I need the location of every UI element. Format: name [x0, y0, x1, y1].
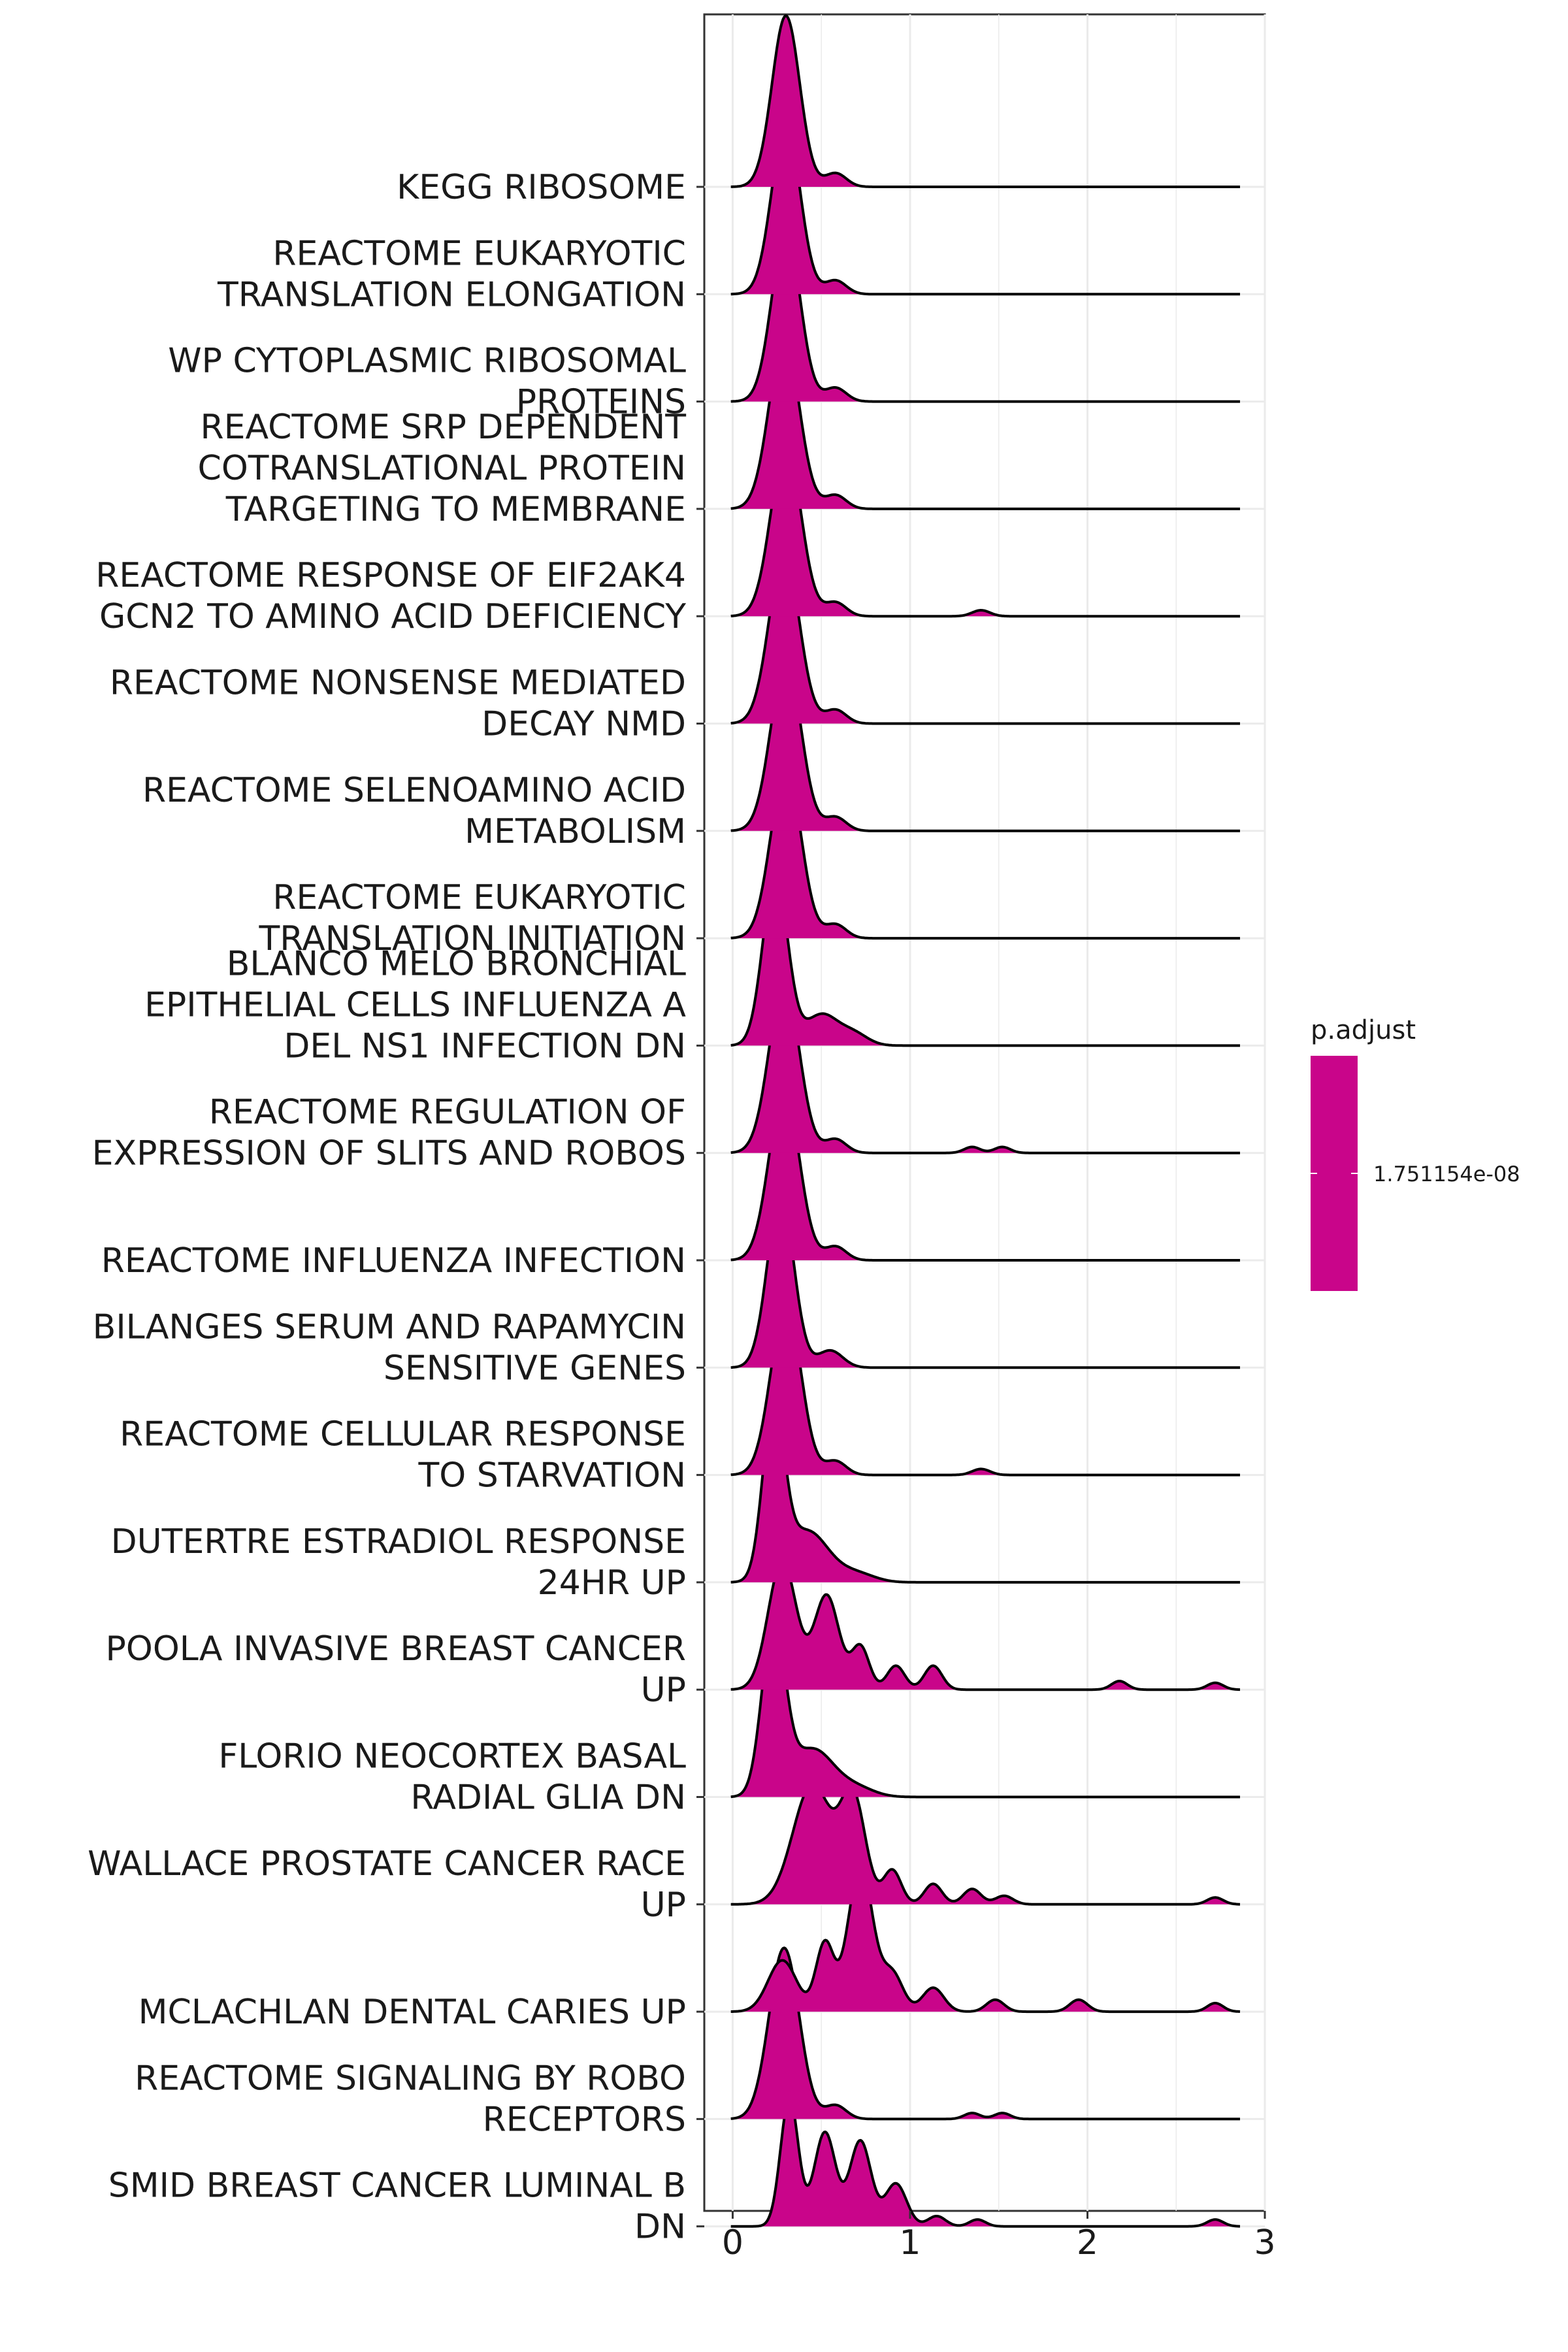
y-tick-label: DUTERTRE ESTRADIOL RESPONSE [111, 1522, 686, 1561]
y-tick-label: REACTOME SIGNALING BY ROBO [135, 2059, 686, 2098]
y-tick-label: METABOLISM [465, 812, 686, 851]
y-tick-label: RECEPTORS [483, 2100, 686, 2139]
x-tick-label: 3 [1254, 2223, 1275, 2262]
x-tick-label: 0 [722, 2223, 743, 2262]
ridge-fill [730, 874, 1240, 1046]
ridge-outline [730, 658, 1241, 832]
x-tick-label: 1 [899, 2223, 921, 2262]
y-tick-label: EXPRESSION OF SLITS AND ROBOS [92, 1134, 686, 1173]
ridges [730, 14, 1241, 2228]
x-tick-label: 2 [1077, 2223, 1098, 2262]
y-tick-label: GCN2 TO AMINO ACID DEFICIENCY [99, 597, 686, 636]
ridge-outline [730, 2096, 1241, 2228]
y-tick-label: FLORIO NEOCORTEX BASAL [218, 1737, 686, 1776]
y-tick-label: REACTOME RESPONSE OF EIF2AK4 [95, 556, 686, 595]
y-tick-label: REACTOME SRP DEPENDENT [201, 408, 687, 447]
ridge-outline [730, 14, 1241, 188]
y-tick-label: TRANSLATION INITIATION [258, 919, 686, 958]
y-tick-label: TRANSLATION ELONGATION [217, 275, 686, 314]
ridge-fill [730, 1561, 1240, 1690]
y-tick-label: REACTOME SELENOAMINO ACID [142, 771, 686, 810]
ridge-outline [730, 1864, 1241, 2014]
y-tick-label: WALLACE PROSTATE CANCER RACE [88, 1844, 686, 1884]
y-tick-label: REACTOME EUKARYOTIC [272, 234, 686, 273]
y-tick-label: DEL NS1 INFECTION DN [284, 1026, 686, 1066]
legend-title: p.adjust [1311, 1015, 1416, 1045]
y-tick-label: REACTOME CELLULAR RESPONSE [120, 1415, 686, 1454]
ridge-fill [730, 1784, 1240, 1904]
ridge-outline [730, 872, 1241, 1047]
ridge-outline [730, 1394, 1241, 1584]
y-tick-label: REACTOME EUKARYOTIC [272, 878, 686, 917]
y-tick-label: UP [641, 1671, 686, 1710]
legend-label: 1.751154e-08 [1373, 1162, 1520, 1186]
ridge-outline [730, 551, 1241, 725]
y-tick-label: SMID BREAST CANCER LUMINAL B [108, 2166, 686, 2206]
y-tick-label: KEGG RIBOSOME [397, 168, 686, 207]
ridge-outline [730, 1615, 1241, 1799]
legend: p.adjust 1.751154e-08 [1311, 1015, 1520, 1291]
y-tick-label: MCLACHLAN DENTAL CARIES UP [139, 1993, 686, 2032]
y-tick-label: EPITHELIAL CELLS INFLUENZA A [144, 985, 686, 1024]
legend-color-bar [1311, 1056, 1358, 1291]
ridge-fill [730, 16, 1240, 187]
ridge-outline [730, 444, 1241, 618]
ridge-outline [730, 336, 1241, 510]
y-tick-label: DECAY NMD [482, 705, 686, 744]
gridlines [731, 14, 1266, 2211]
ridge-outline [730, 1088, 1241, 1262]
y-tick-label: SENSITIVE GENES [384, 1348, 686, 1388]
y-tick-label: UP [641, 1886, 686, 1925]
ridge-outline [730, 1302, 1241, 1477]
y-tick-label: BILANGES SERUM AND RAPAMYCIN [93, 1307, 686, 1347]
y-tick-label: REACTOME INFLUENZA INFECTION [101, 1241, 686, 1281]
ridge-fill [730, 1396, 1240, 1582]
y-tick-label: POOLA INVASIVE BREAST CANCER [106, 1629, 686, 1669]
ridge-outline [730, 980, 1241, 1154]
y-tick-label: TO STARVATION [417, 1456, 686, 1495]
y-tick-label: PROTEINS [516, 383, 686, 422]
y-tick-label: RADIAL GLIA DN [410, 1778, 686, 1818]
ridge-outline [730, 122, 1241, 296]
y-tick-label: 24HR UP [538, 1563, 686, 1603]
y-tick-label: TARGETING TO MEMBRANE [225, 490, 686, 529]
ridge-outline [730, 1195, 1241, 1369]
y-tick-label: REACTOME NONSENSE MEDIATED [110, 664, 686, 703]
x-axis: 0 1 2 3 [722, 2211, 1276, 2262]
y-tick-label: REACTOME REGULATION OF [209, 1093, 686, 1132]
y-tick-label: COTRANSLATIONAL PROTEIN [198, 449, 686, 488]
ridge-outline [730, 1946, 1241, 2121]
y-tick-label: BLANCO MELO BRONCHIAL [227, 944, 686, 983]
y-tick-label: WP CYTOPLASMIC RIBOSOMAL [168, 342, 686, 381]
y-tick-label: DN [634, 2208, 686, 2247]
ridge-outline [730, 766, 1241, 940]
ridge-fill [730, 2097, 1240, 2227]
ridge-outline [730, 1560, 1241, 1691]
ridge-fill [730, 1616, 1240, 1797]
ridge-outline [730, 229, 1241, 403]
